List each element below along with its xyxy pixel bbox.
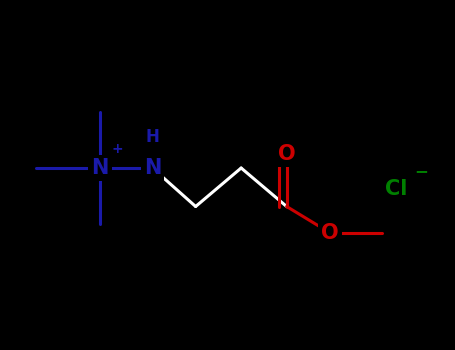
Text: N: N (144, 158, 161, 178)
Text: +: + (111, 142, 123, 156)
Text: O: O (321, 223, 339, 243)
Text: Cl: Cl (384, 179, 407, 199)
Text: O: O (278, 144, 295, 164)
Text: H: H (146, 127, 159, 146)
Text: N: N (91, 158, 109, 178)
Text: −: − (414, 162, 428, 181)
